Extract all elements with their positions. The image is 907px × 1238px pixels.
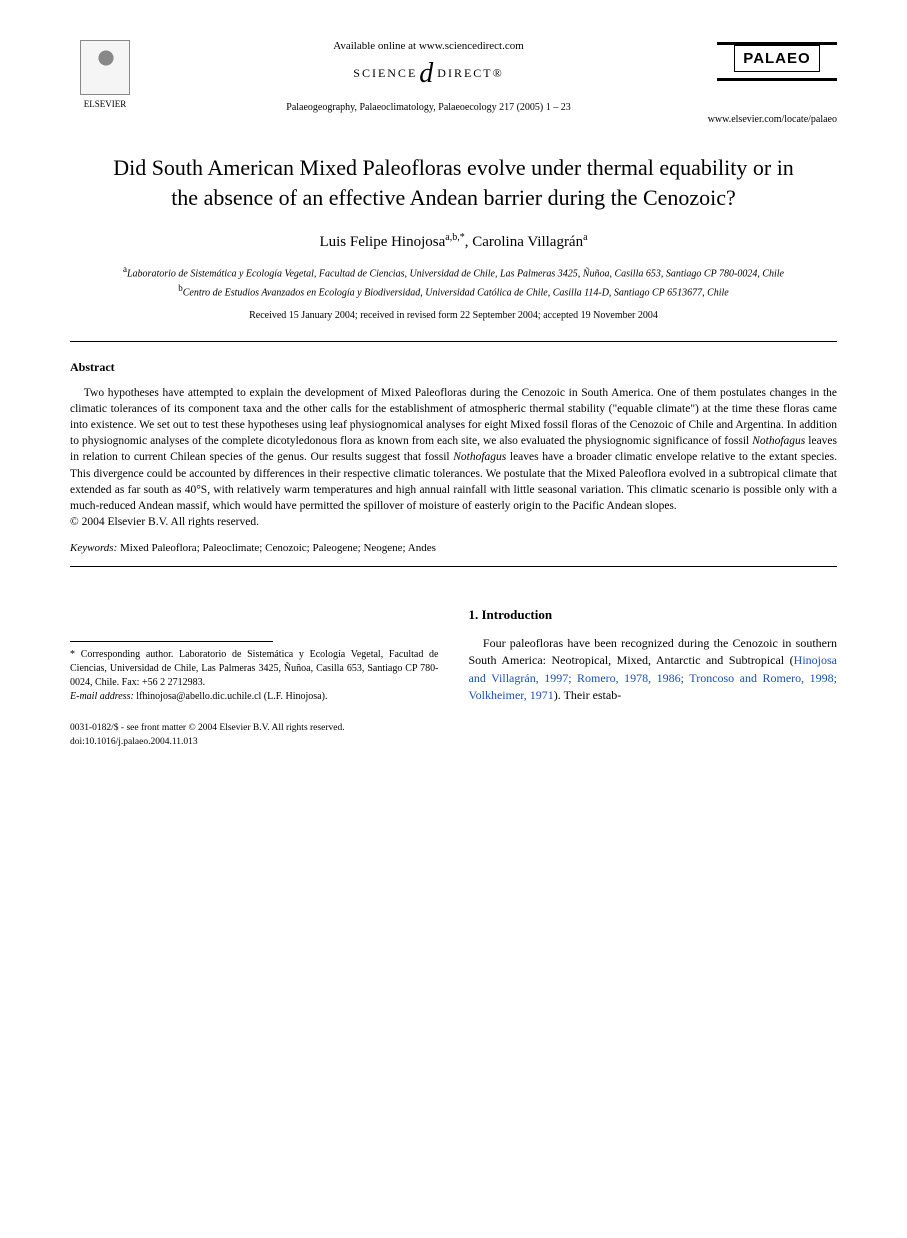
header-row: ELSEVIER Available online at www.science… bbox=[70, 40, 837, 120]
center-header: Available online at www.sciencedirect.co… bbox=[140, 40, 717, 113]
elsevier-logo: ELSEVIER bbox=[70, 40, 140, 120]
rule-bottom bbox=[70, 566, 837, 567]
email-value: lfhinojosa@abello.dic.uchile.cl (L.F. Hi… bbox=[134, 691, 328, 702]
palaeo-bottom-bar bbox=[717, 78, 837, 81]
doi-line: doi:10.1016/j.palaeo.2004.11.013 bbox=[70, 736, 837, 749]
sciencedirect-left: SCIENCE bbox=[353, 66, 417, 80]
affiliations: aLaboratorio de Sistemática y Ecología V… bbox=[70, 263, 837, 300]
corresponding-author-footnote: * Corresponding author. Laboratorio de S… bbox=[70, 648, 439, 690]
footnote-rule bbox=[70, 641, 273, 642]
front-matter-line: 0031-0182/$ - see front matter © 2004 El… bbox=[70, 722, 837, 735]
introduction-heading: 1. Introduction bbox=[469, 607, 838, 623]
palaeo-label: PALAEO bbox=[734, 45, 819, 72]
two-column-region: * Corresponding author. Laboratorio de S… bbox=[70, 607, 837, 705]
keywords: Keywords: Mixed Paleoflora; Paleoclimate… bbox=[70, 542, 837, 554]
abstract-italic-2: Nothofagus bbox=[453, 451, 506, 463]
keywords-label: Keywords: bbox=[70, 542, 117, 554]
introduction-body: Four paleofloras have been recognized du… bbox=[469, 635, 838, 705]
abstract-pre: Two hypotheses have attempted to explain… bbox=[70, 387, 837, 447]
website-url: www.elsevier.com/locate/palaeo bbox=[70, 114, 837, 125]
sciencedirect-right: DIRECT® bbox=[437, 66, 503, 80]
email-label: E-mail address: bbox=[70, 691, 134, 702]
author-1-sup: a,b,* bbox=[445, 232, 464, 243]
author-1: Luis Felipe Hinojosa bbox=[319, 234, 445, 250]
abstract-copyright: © 2004 Elsevier B.V. All rights reserved… bbox=[70, 516, 837, 528]
intro-post: ). Their estab- bbox=[554, 688, 621, 702]
email-footnote: E-mail address: lfhinojosa@abello.dic.uc… bbox=[70, 690, 439, 704]
article-title: Did South American Mixed Paleofloras evo… bbox=[110, 153, 797, 212]
abstract-heading: Abstract bbox=[70, 360, 837, 375]
affil-a-text: Laboratorio de Sistemática y Ecología Ve… bbox=[127, 269, 784, 280]
keywords-text: Mixed Paleoflora; Paleoclimate; Cenozoic… bbox=[117, 542, 436, 554]
bottom-meta: 0031-0182/$ - see front matter © 2004 El… bbox=[70, 722, 837, 749]
sciencedirect-logo: SCIENCEdDIRECT® bbox=[353, 58, 503, 90]
intro-pre: Four paleofloras have been recognized du… bbox=[469, 636, 838, 667]
available-online-text: Available online at www.sciencedirect.co… bbox=[160, 40, 697, 52]
affil-b-text: Centro de Estudios Avanzados en Ecología… bbox=[183, 287, 729, 298]
rule-top bbox=[70, 341, 837, 342]
palaeo-logo: PALAEO bbox=[717, 40, 837, 100]
author-2: Carolina Villagrán bbox=[472, 234, 583, 250]
author-2-sup: a bbox=[583, 232, 587, 243]
abstract-body: Two hypotheses have attempted to explain… bbox=[70, 385, 837, 514]
column-right: 1. Introduction Four paleofloras have be… bbox=[469, 607, 838, 705]
journal-reference: Palaeogeography, Palaeoclimatology, Pala… bbox=[160, 102, 697, 113]
sciencedirect-d-icon: d bbox=[419, 58, 435, 89]
elsevier-label: ELSEVIER bbox=[84, 99, 127, 109]
authors: Luis Felipe Hinojosaa,b,*, Carolina Vill… bbox=[70, 232, 837, 251]
abstract-italic-1: Nothofagus bbox=[752, 435, 805, 447]
elsevier-tree-icon bbox=[80, 40, 130, 95]
article-dates: Received 15 January 2004; received in re… bbox=[70, 310, 837, 321]
column-left: * Corresponding author. Laboratorio de S… bbox=[70, 607, 439, 705]
